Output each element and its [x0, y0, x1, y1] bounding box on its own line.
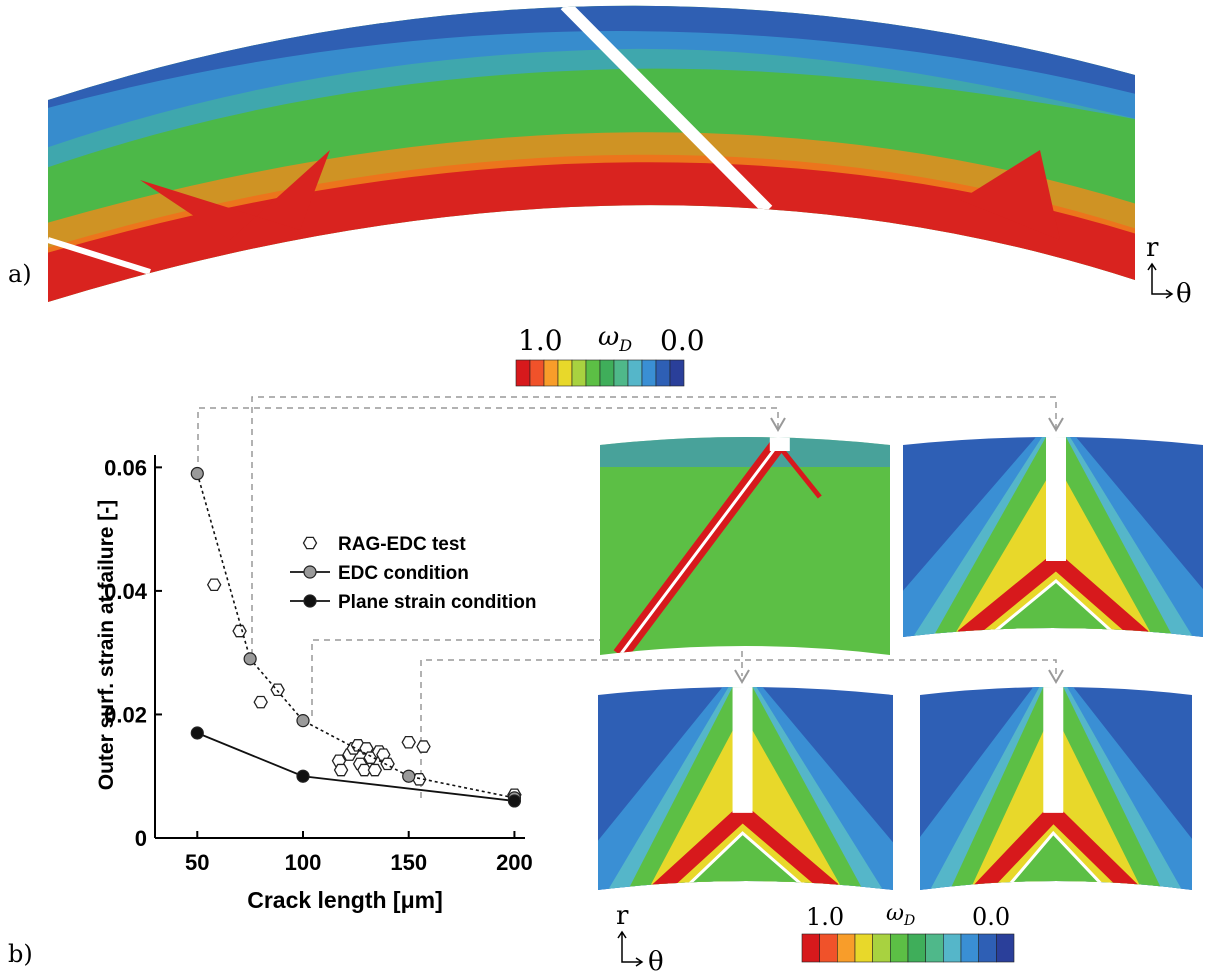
slot [1046, 437, 1066, 561]
y-tick-label: 0.02 [104, 702, 147, 727]
colorbar-cell [890, 933, 909, 963]
data-point [401, 735, 416, 749]
crack [987, 579, 1120, 637]
axis-r: r [616, 901, 629, 931]
colorbar-cell [801, 933, 820, 963]
contour-thumbnails [598, 437, 1203, 890]
y-tick-label: 0.04 [104, 579, 148, 604]
slot [769, 437, 790, 451]
chart: 0 0.02 0.04 0.06 50 100 150 200 Crack length [μm… [95, 455, 536, 913]
colorbar-cell [872, 933, 891, 963]
axis-arrows [1147, 262, 1174, 299]
band [600, 437, 890, 467]
colorbar-cell [571, 359, 587, 387]
colorbar-max: 1.0 [806, 903, 844, 931]
data-point [296, 714, 310, 728]
colorbar-cell [925, 933, 944, 963]
colorbar-cell [960, 933, 979, 963]
axis-theta: θ [1176, 279, 1192, 309]
slot [1043, 687, 1064, 813]
data-point [243, 652, 257, 666]
series-line [196, 473, 515, 799]
colorbar-cell [543, 359, 559, 387]
data-point [333, 763, 349, 777]
axis-theta: θ [648, 947, 664, 971]
panel-label: b) [8, 940, 33, 968]
x-tick-label: 50 [185, 850, 209, 875]
data-point [232, 624, 247, 638]
x-tick-label: 150 [390, 850, 427, 875]
thumbnail [598, 687, 893, 890]
data-point [253, 695, 268, 709]
data-point [296, 769, 310, 783]
axis-r: r [1146, 233, 1159, 263]
colorbar-cell [613, 359, 629, 387]
data-point [507, 794, 522, 808]
y-tick-label: 0.06 [104, 455, 147, 480]
axis-arrows [617, 930, 644, 967]
legend-label: Plane strain condition [338, 592, 536, 613]
colorbar-cell [978, 933, 997, 963]
symbol: ω [886, 901, 904, 926]
colorbar-cell [854, 933, 873, 963]
crack [777, 445, 822, 499]
symbol: ω [598, 322, 619, 352]
colorbar-cell [585, 359, 601, 387]
colorbar-min: 0.0 [972, 903, 1010, 931]
x-axis-label: Crack length [μm] [247, 887, 443, 913]
y-axis-label: Outer surf. strain at failure [-] [95, 500, 118, 791]
colorbar [515, 359, 685, 387]
legend-marker [303, 565, 317, 579]
contour-panel-a [48, 5, 1135, 303]
colorbar-max: 1.0 [518, 324, 563, 357]
colorbar-cell [599, 359, 615, 387]
colorbar-cell [529, 359, 545, 387]
crack [618, 441, 781, 655]
colorbar-cell [837, 933, 856, 963]
subscript: D [618, 336, 632, 355]
thumbnail [903, 437, 1203, 637]
colorbar-cell [819, 933, 838, 963]
colorbar [801, 933, 1015, 963]
x-tick-label: 200 [496, 850, 533, 875]
colorbar-cell [641, 359, 657, 387]
y-tick-label: 0 [135, 826, 147, 851]
crack [1003, 830, 1109, 890]
colorbar-cell [943, 933, 962, 963]
data-point [416, 740, 431, 753]
data-point [206, 578, 222, 592]
data-point [190, 466, 204, 481]
data-point [367, 763, 383, 777]
data-point [357, 763, 372, 777]
colorbar-cell [669, 359, 685, 387]
legend-label: RAG-EDC test [338, 534, 466, 555]
panel-label: a) [8, 260, 32, 288]
data-point [190, 726, 204, 740]
thumbnail [600, 437, 890, 655]
colorbar-min: 0.0 [660, 324, 705, 357]
x-tick-label: 100 [285, 850, 322, 875]
colorbar-cell [627, 359, 643, 387]
data-point [402, 769, 416, 783]
colorbar-cell [655, 359, 671, 387]
legend-marker [303, 594, 317, 608]
crack [681, 831, 809, 890]
colorbar-cell [996, 933, 1015, 963]
colorbar-symbol: ωD [598, 322, 632, 355]
thumbnail [920, 687, 1192, 890]
colorbar-cell [515, 359, 531, 387]
slot [732, 687, 753, 813]
connectors [197, 396, 1057, 798]
colorbar-symbol: ωD [886, 901, 915, 929]
subscript: D [903, 913, 915, 929]
colorbar-cell [907, 933, 926, 963]
legend-marker [302, 536, 318, 550]
legend-label: EDC condition [338, 563, 469, 584]
arrowheads [734, 417, 1064, 684]
colorbar-cell [557, 359, 573, 387]
